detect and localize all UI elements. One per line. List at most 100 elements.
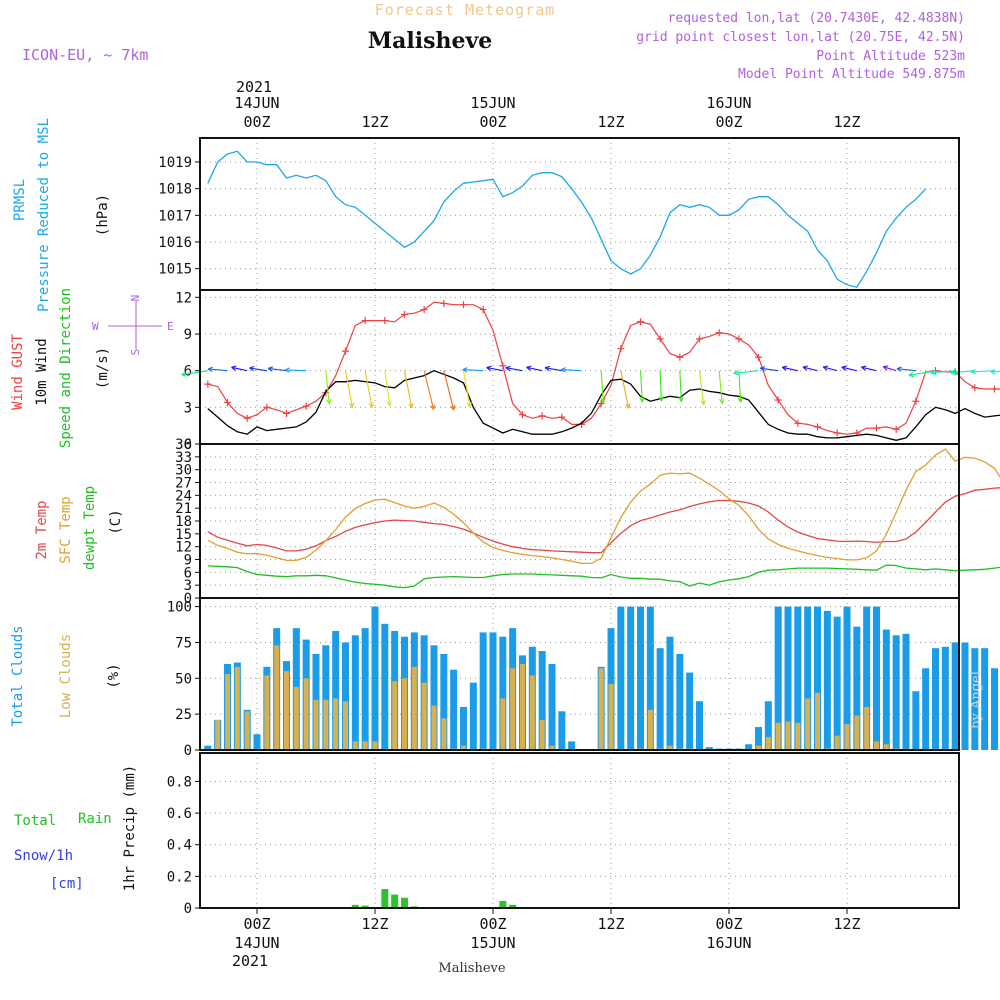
wind-arrowhead xyxy=(908,371,914,378)
bottom-hour-label: 12Z xyxy=(361,915,388,933)
dewpt-label: dewpt Temp xyxy=(82,486,98,570)
total-cloud-bar xyxy=(253,734,261,750)
total-cloud-bar xyxy=(686,672,694,750)
low-cloud-bar xyxy=(765,737,771,750)
total-cloud-bar xyxy=(932,648,939,750)
total-cloud-bar xyxy=(804,606,812,750)
top-hour-label: 12Z xyxy=(597,113,624,131)
wind-direction-arrow xyxy=(181,370,208,376)
precipitation-panel: 0 0.2 0.4 0.6 0.8 xyxy=(167,753,959,917)
wind-direction-arrow xyxy=(883,366,897,372)
total-cloud-bar xyxy=(440,653,448,750)
total-cloud-bar xyxy=(981,648,989,750)
gust-point xyxy=(676,353,684,361)
clouds-ytick-label: 50 xyxy=(175,671,192,687)
snow-label: Snow/1h xyxy=(14,848,73,864)
total-cloud-bar xyxy=(971,648,979,750)
clouds-ytick-label: 100 xyxy=(167,600,192,616)
wind-direction-arrow xyxy=(908,370,936,376)
temperature-ytick-label: 27 xyxy=(175,476,192,492)
precipitation-ytick-label: 0.8 xyxy=(167,774,192,790)
low-cloud-bar xyxy=(303,678,309,750)
rain-bar xyxy=(381,889,389,908)
gust-point xyxy=(892,425,900,433)
temperature-ytick-label: 12 xyxy=(175,540,192,556)
prmsl-label: PRMSL xyxy=(12,179,28,221)
wind-arrowhead xyxy=(326,399,332,405)
gust-point xyxy=(302,402,310,410)
bottom-year: 2021 xyxy=(232,952,268,970)
low-cloud-bar xyxy=(549,745,555,750)
total-cloud-bar xyxy=(489,632,497,750)
speed-direction-label: Speed and Direction xyxy=(58,288,74,448)
total-cloud-bar xyxy=(705,747,713,750)
top-year: 2021 xyxy=(236,78,272,96)
wind-direction-arrow xyxy=(505,367,523,372)
low-cloud-bar xyxy=(411,666,417,750)
gust-point xyxy=(558,413,566,421)
low-cloud-bar xyxy=(421,682,427,750)
top-hour-label: 00Z xyxy=(715,113,742,131)
top-hour-label: 00Z xyxy=(243,113,270,131)
wind-direction-arrow xyxy=(384,370,391,406)
pressure-ytick-label: 1018 xyxy=(158,182,192,198)
total-cloud-bar xyxy=(469,682,477,750)
wind-direction-arrow xyxy=(344,370,353,408)
gust-point xyxy=(715,329,723,337)
bottom-date-label: 16JUN xyxy=(706,934,751,952)
wind-direction-arrow xyxy=(733,370,759,374)
footer-location: Malisheve xyxy=(438,961,505,976)
low-cloud-bar xyxy=(461,745,466,750)
t2m-label: 2m Temp xyxy=(34,500,50,559)
low-cloud-bar xyxy=(520,663,525,750)
gust-point xyxy=(381,317,389,325)
low-cloud-bar xyxy=(352,741,358,750)
low-cloud-bar xyxy=(234,666,240,750)
wind-direction-arrow xyxy=(544,367,562,372)
total-cloud-bar xyxy=(351,635,359,750)
wind-ytick-label: 12 xyxy=(175,290,192,306)
total-cloud-bar xyxy=(951,642,959,750)
total-cloud-bar xyxy=(617,606,625,750)
ms-unit: (m/s) xyxy=(95,347,111,389)
temperature-ytick-label: 0 xyxy=(184,591,192,607)
temperature-ytick-label: 24 xyxy=(175,488,192,504)
temp-labels: 2m Temp SFC Temp dewpt Temp (C) xyxy=(34,486,124,570)
total-cloud-bar xyxy=(784,606,792,750)
wind-arrowhead xyxy=(733,370,739,376)
wind-arrowhead xyxy=(719,398,725,404)
pressure-ytick-label: 1017 xyxy=(158,208,192,224)
gust-point xyxy=(873,424,880,432)
wind-direction-arrow xyxy=(802,366,818,372)
wind-arrowhead xyxy=(882,365,889,371)
temperature-ytick-label: 18 xyxy=(175,514,192,530)
wind-arrowhead xyxy=(526,365,532,371)
wind-direction-arrow xyxy=(896,368,916,372)
temperature-ytick-label: 15 xyxy=(175,527,192,543)
wind-arrowhead xyxy=(267,366,274,372)
wind-arrowhead xyxy=(544,365,551,372)
low-cloud-bar xyxy=(795,722,801,750)
wind-direction-arrow xyxy=(971,370,995,373)
pct-unit: (%) xyxy=(106,663,122,688)
wind-arrowhead xyxy=(348,402,355,408)
wind-plot-area xyxy=(200,290,959,444)
total-cloud-bar xyxy=(774,606,782,750)
gust-point xyxy=(814,423,821,431)
gust-point xyxy=(597,400,605,408)
low-cloud-bar xyxy=(362,741,368,750)
total-cloud-bar xyxy=(430,645,438,750)
gust-point xyxy=(224,398,231,406)
gust-point xyxy=(420,306,428,314)
gust-point xyxy=(755,353,762,361)
gridpoint-coords: grid point closest lon,lat (20.75E, 42.5… xyxy=(636,30,965,45)
wind-direction-arrow xyxy=(760,367,779,372)
low-cloud-bar xyxy=(500,698,506,750)
wind-direction-arrow xyxy=(208,368,228,372)
wind-direction-arrow xyxy=(526,366,543,372)
wind-direction-arrow xyxy=(782,366,798,372)
cloud-labels: Total Clouds Low Clouds (%) xyxy=(10,625,122,726)
gust-point xyxy=(696,335,703,343)
